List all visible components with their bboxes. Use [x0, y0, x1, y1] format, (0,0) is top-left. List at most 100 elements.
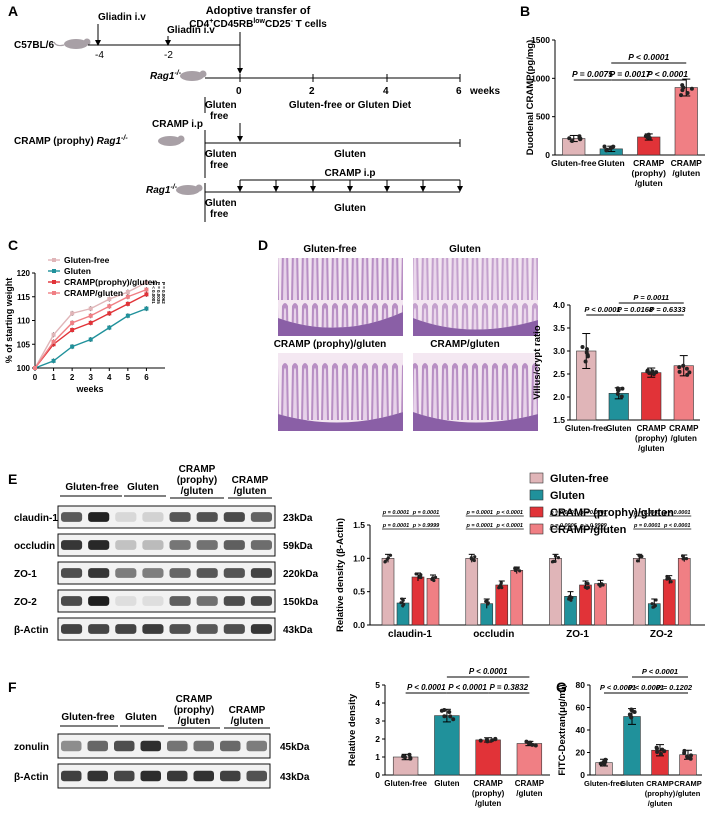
kda-label: 59kDa: [283, 541, 313, 552]
mouse-icon: [158, 135, 185, 146]
y-tick-label: 4.0: [553, 300, 565, 310]
y-tick-label: 3.5: [553, 323, 565, 333]
data-point: [414, 572, 418, 576]
data-point: [524, 739, 529, 744]
y-axis-label: Villus/crypt ratio: [532, 325, 543, 399]
legend-label: CRAMP/gluten: [64, 288, 123, 298]
data-point: [685, 91, 690, 96]
weeks-label: weeks: [469, 86, 500, 97]
p-value-label: p = 0.0001: [549, 510, 576, 516]
panel-label-f: F: [8, 679, 17, 695]
data-point: [490, 738, 495, 743]
p-value-label: P < 0.0001: [151, 282, 156, 304]
x-tick-label: /gluten: [516, 789, 542, 798]
blot-band: [169, 568, 191, 578]
y-axis-label: Duodenal CRAMP(pg/mg): [525, 40, 536, 156]
x-tick-label: ZO-2: [650, 629, 673, 640]
cramp-ip-2: CRAMP i.p: [325, 168, 376, 179]
blot-f-group-cramp-1: CRAMP: [229, 705, 266, 716]
data-point: [442, 714, 447, 719]
blot-band: [246, 740, 267, 752]
data-point: [567, 136, 572, 141]
data-point: [125, 313, 130, 318]
panel-a-timeline: Adoptive transfer of CD4+CD45RBlowCD25- …: [14, 5, 500, 222]
blot-band: [169, 624, 191, 634]
x-tick-label: CRAMP: [669, 424, 699, 433]
legend-marker: [52, 269, 56, 273]
data-point: [637, 553, 641, 557]
blot-e-group-cramp-1: CRAMP: [232, 475, 269, 486]
blot-band: [115, 596, 137, 606]
kda-label: 220kDa: [283, 569, 318, 580]
data-point: [88, 320, 93, 325]
legend-marker: [52, 258, 56, 262]
data-point: [433, 575, 438, 579]
x-tick-label: Gluten: [434, 779, 459, 788]
x-tick-label: Gluten: [606, 424, 631, 433]
legend-label-cramp: CRAMP/gluten: [550, 524, 627, 536]
y-tick-label: 5: [375, 680, 380, 690]
data-point: [430, 577, 434, 581]
x-axis-label: weeks: [75, 384, 103, 394]
legend-marker: [52, 291, 56, 295]
data-point: [553, 559, 557, 563]
data-point: [602, 144, 607, 149]
bar: [549, 558, 562, 626]
y-tick-label: 0: [580, 770, 585, 780]
micro-title-cramp: CRAMP/gluten: [430, 339, 499, 350]
data-point: [51, 358, 56, 363]
x-tick-label: 4: [107, 373, 112, 382]
y-tick-label: 120: [17, 269, 31, 278]
x-tick-label: Gluten: [620, 779, 644, 788]
blot-band: [140, 740, 161, 752]
data-point: [70, 311, 75, 316]
p-value-label: P = 0.0035: [156, 282, 161, 304]
data-point: [51, 332, 56, 337]
data-point: [684, 366, 689, 371]
data-point: [399, 601, 403, 605]
blot-e-group-cramp-prophy-1: CRAMP: [179, 464, 216, 475]
data-point: [662, 749, 667, 754]
data-point: [677, 365, 682, 370]
data-point: [107, 297, 112, 302]
blot-row-label: ZO-2: [14, 597, 37, 608]
gluten-free-1b: free: [210, 111, 229, 122]
data-point: [652, 604, 656, 609]
data-point: [70, 320, 75, 325]
blot-band: [61, 540, 83, 550]
legend-swatch-gluten-free: [529, 472, 544, 484]
p-value-label: P = 0.0017: [609, 69, 651, 79]
y-tick-label: 1.5: [553, 415, 565, 425]
y-tick-label: 0.0: [353, 620, 365, 630]
blot-band: [196, 540, 218, 550]
blot-band: [250, 568, 272, 578]
data-point: [144, 280, 149, 285]
data-point: [610, 145, 615, 150]
blot-box: [57, 561, 276, 585]
data-point: [402, 602, 406, 607]
data-point: [418, 574, 422, 578]
blot-row-label: ZO-1: [14, 569, 37, 580]
data-point: [144, 306, 149, 311]
blot-band: [115, 540, 137, 550]
data-point: [569, 598, 573, 602]
data-point: [497, 586, 501, 590]
gluten-free-3a: Gluten: [205, 198, 237, 209]
blot-e-group-gluten: Gluten: [127, 482, 159, 493]
blot-e-group-gluten-free: Gluten-free: [65, 482, 119, 493]
blot-band: [220, 770, 241, 782]
blot-e-group-cramp-prophy-3: /gluten: [181, 486, 214, 497]
y-tick-label: 1.0: [353, 553, 365, 563]
mouse-icon: [53, 38, 91, 49]
p-value-label: p > 0.9999: [412, 523, 440, 529]
micro-title-cramp-prophy: CRAMP (prophy)/gluten: [274, 339, 387, 350]
data-point: [658, 751, 663, 756]
p-value-label: P < 0.0001: [647, 69, 688, 79]
panel-label-e: E: [8, 471, 17, 487]
x-tick-label: /gluten: [671, 434, 697, 443]
bar: [594, 583, 607, 626]
y-tick-label: 0: [375, 770, 380, 780]
data-point: [615, 391, 620, 396]
blot-f-group-cramp-prophy-3: /gluten: [178, 716, 211, 727]
